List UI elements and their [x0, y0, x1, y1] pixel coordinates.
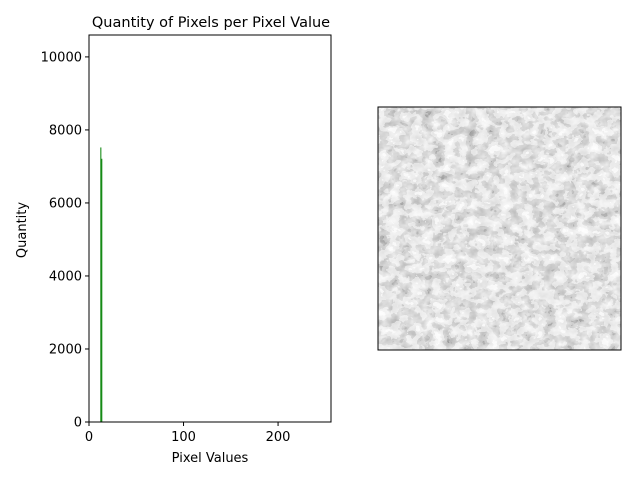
y-tick-label: 10000 — [41, 50, 82, 65]
y-tick-label: 6000 — [49, 196, 82, 211]
x-tick-label: 200 — [266, 430, 291, 445]
y-tick-label: 4000 — [49, 269, 82, 284]
y-tick-label: 2000 — [49, 342, 82, 357]
chart-title: Quantity of Pixels per Pixel Value — [92, 15, 330, 31]
image-frame — [377, 106, 622, 351]
x-tick-label: 0 — [85, 430, 93, 445]
crowd-photo-icon — [378, 107, 621, 350]
x-axis-label: Pixel Values — [172, 451, 249, 466]
y-tick-label: 0 — [74, 416, 82, 431]
histogram-bar — [100, 147, 102, 423]
plot-frame — [88, 34, 332, 423]
histogram-bar — [101, 158, 103, 423]
x-tick-label: 100 — [171, 430, 196, 445]
image-panel — [377, 106, 622, 351]
y-axis-label: Quantity — [15, 202, 30, 258]
y-tick-label: 8000 — [49, 123, 82, 138]
